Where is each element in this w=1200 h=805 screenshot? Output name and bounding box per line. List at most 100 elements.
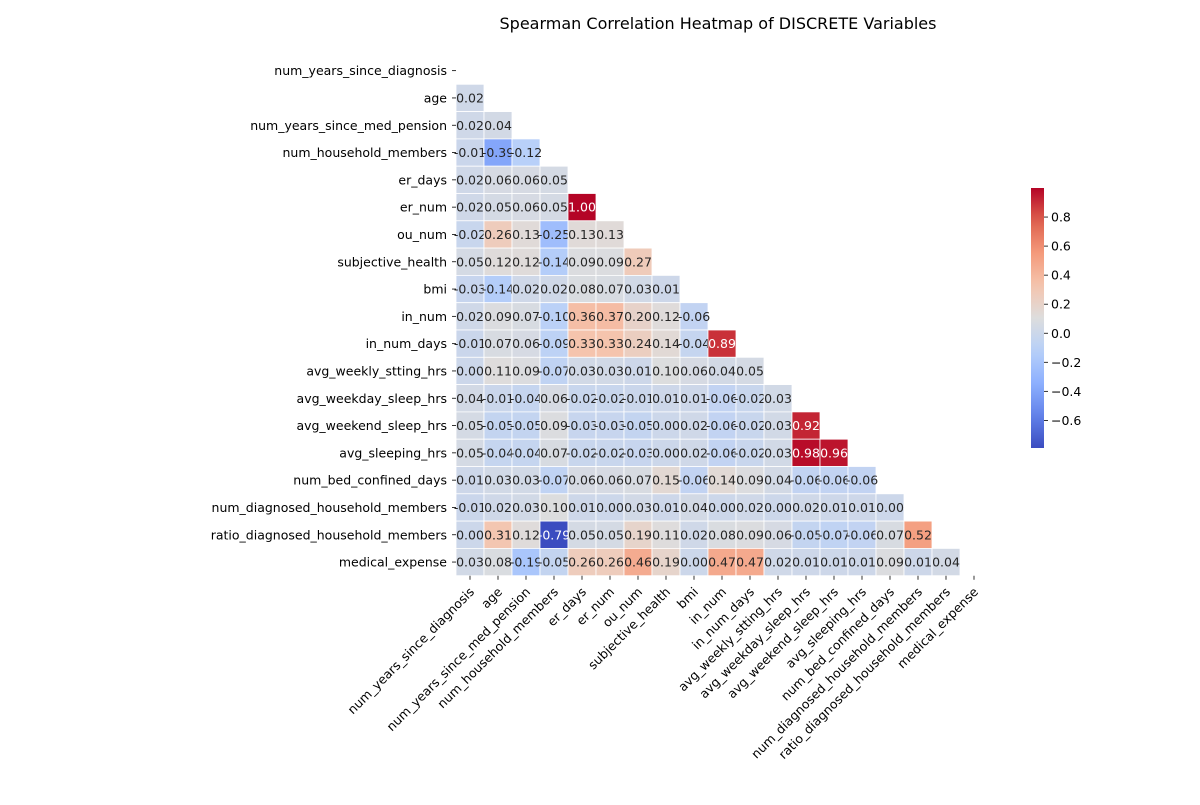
cell-value-label: 0.04: [484, 118, 512, 133]
heatmap-cell: [595, 493, 625, 522]
cell-value-label: 0.01: [456, 473, 484, 488]
cell-value-label: -0.06: [846, 527, 878, 542]
row-label: ou_num: [397, 227, 447, 242]
heatmap-cell: [483, 493, 513, 522]
cell-value-label: 0.01: [820, 555, 848, 570]
heatmap-cell: [651, 548, 681, 577]
cell-value-label: -0.79: [538, 527, 570, 542]
heatmap-cell: [595, 302, 625, 331]
cell-value-label: 0.10: [652, 363, 680, 378]
heatmap-cell: [567, 466, 597, 495]
heatmap-cell: [651, 329, 681, 358]
cell-value-label: 0.07: [876, 527, 904, 542]
cell-value-label: 0.12: [512, 254, 540, 269]
col-labels: num_years_since_diagnosis agenum_years_si…: [344, 575, 981, 762]
cell-value-label: 0.01: [652, 500, 680, 515]
cell-value-label: 0.01: [652, 282, 680, 297]
heatmap-cell: [483, 274, 513, 304]
colorbar-tick-label: 0.2: [1051, 297, 1071, 312]
cell-value-label: 0.06: [596, 473, 624, 488]
row-label: in_num: [401, 309, 447, 324]
heatmap-cell: [819, 438, 849, 467]
cell-value-label: -0.03: [454, 282, 486, 297]
cell-value-label: 0.12: [512, 527, 540, 542]
cell-value-label: 0.02: [456, 90, 484, 105]
cell-value-label: 0.33: [568, 336, 596, 351]
cell-value-label: -0.02: [734, 391, 766, 406]
cell-value-label: 0.09: [876, 555, 904, 570]
heatmap-cell: [455, 111, 485, 140]
heatmap-cell: [707, 548, 737, 577]
heatmap-cell: [455, 247, 485, 276]
cell-value-label: 0.09: [540, 418, 568, 433]
colorbar-tick-label: 0.4: [1051, 268, 1071, 283]
cell-value-label: -0.02: [454, 227, 486, 242]
cell-value-label: 0.03: [764, 418, 792, 433]
cell-value-label: 0.01: [848, 555, 876, 570]
heatmap-cell: [539, 220, 569, 249]
cell-value-label: -0.14: [538, 254, 570, 269]
cell-value-label: -0.04: [510, 391, 542, 406]
heatmap-cell: [791, 438, 821, 467]
cell-value-label: 0.89: [708, 336, 736, 351]
heatmap-cell: [623, 329, 653, 358]
colorbar-tick-label: −0.6: [1051, 413, 1081, 428]
cell-value-label: 0.00: [680, 555, 708, 570]
row-label: avg_sleeping_hrs: [339, 445, 447, 460]
heatmap-cell: [483, 466, 513, 495]
row-label: num_years_since_diagnosis: [274, 63, 447, 78]
row-label: avg_weekly_stting_hrs: [306, 363, 447, 378]
cell-value-label: 0.03: [456, 555, 484, 570]
cell-value-label: -0.03: [566, 418, 598, 433]
heatmap-cell: [707, 520, 737, 549]
heatmap-cell: [707, 411, 737, 440]
cell-value-label: -0.05: [622, 418, 654, 433]
cell-value-label: -0.02: [594, 445, 626, 460]
cell-value-label: 0.13: [596, 227, 624, 242]
cell-value-label: 0.14: [652, 336, 680, 351]
cell-value-label: -0.04: [678, 336, 710, 351]
cell-value-label: 0.00: [456, 363, 484, 378]
cell-value-label: 0.02: [456, 309, 484, 324]
cell-value-label: -0.02: [734, 418, 766, 433]
cell-value-label: -0.07: [818, 527, 850, 542]
heatmap-cell: [567, 356, 597, 385]
heatmap-cell: [623, 302, 653, 331]
cell-value-label: 0.03: [764, 391, 792, 406]
cell-value-label: 0.02: [456, 172, 484, 187]
cell-value-label: 0.09: [484, 309, 512, 324]
cell-value-label: 0.02: [484, 500, 512, 515]
cell-value-label: 0.47: [736, 555, 764, 570]
cell-value-label: 0.06: [540, 391, 568, 406]
row-label: num_diagnosed_household_members: [212, 500, 447, 515]
cell-value-label: 0.24: [624, 336, 652, 351]
heatmap-cell: [707, 329, 737, 358]
heatmap-cell: [707, 356, 737, 385]
cell-value-label: 0.03: [624, 500, 652, 515]
cell-value-label: -0.05: [790, 527, 822, 542]
cell-value-label: 0.52: [904, 527, 932, 542]
heatmap-cell: [483, 438, 513, 467]
cell-value-label: 0.06: [568, 473, 596, 488]
cell-value-label: 0.20: [624, 309, 652, 324]
cell-value-label: -0.12: [510, 145, 542, 160]
cell-value-label: 0.05: [456, 254, 484, 269]
cell-value-label: -0.02: [594, 391, 626, 406]
heatmap-cell: [455, 493, 485, 522]
cell-value-label: 0.00: [708, 500, 736, 515]
cell-value-label: 0.05: [540, 172, 568, 187]
cell-value-label: 0.13: [512, 227, 540, 242]
chart-title: Spearman Correlation Heatmap of DISCRETE…: [500, 14, 937, 33]
cell-value-label: 0.04: [456, 391, 484, 406]
cell-value-label: 0.03: [624, 282, 652, 297]
cell-value-label: 0.03: [568, 363, 596, 378]
heatmap-cell: [735, 520, 765, 549]
heatmap-cell: [595, 466, 625, 495]
cell-value-label: -0.06: [678, 309, 710, 324]
cell-value-label: 0.11: [652, 527, 680, 542]
cell-value-label: -0.05: [510, 418, 542, 433]
cell-value-label: 0.00: [764, 500, 792, 515]
row-label: in_num_days: [366, 336, 447, 351]
